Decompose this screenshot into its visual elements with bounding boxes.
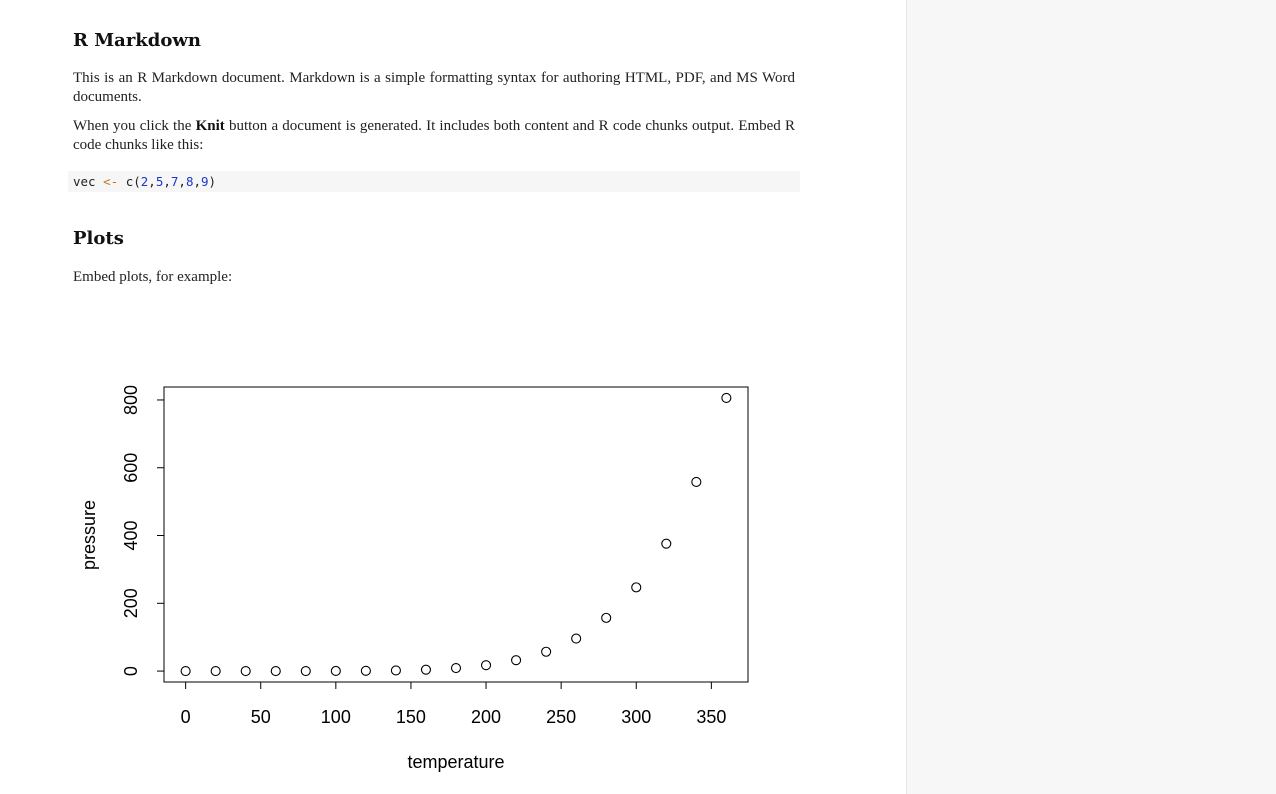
code-sep: , — [193, 174, 202, 189]
data-points — [180, 392, 732, 677]
data-point — [420, 664, 432, 675]
x-axis-label: temperature — [407, 752, 504, 772]
data-point — [661, 538, 672, 549]
y-tick-label: 800 — [121, 385, 141, 415]
data-point — [631, 582, 642, 593]
x-tick-label: 250 — [546, 707, 576, 727]
code-arg: 9 — [201, 174, 209, 189]
data-point — [210, 666, 221, 677]
code-close: ) — [208, 174, 217, 189]
code-sep: , — [178, 174, 186, 189]
data-point — [270, 666, 281, 677]
data-point — [691, 476, 702, 488]
y-axis: 0 200 400 600 800 — [121, 385, 165, 676]
heading-plots: Plots — [73, 228, 124, 249]
x-tick-label: 100 — [321, 707, 351, 727]
data-point — [360, 665, 371, 676]
code-sep: , — [163, 174, 171, 189]
data-point — [571, 633, 582, 644]
x-tick-label: 0 — [181, 707, 191, 727]
code-var: vec — [73, 174, 96, 189]
code-fn: c( — [125, 174, 141, 189]
heading-r-markdown: R Markdown — [73, 30, 201, 51]
x-tick-label: 50 — [251, 707, 271, 727]
y-tick-label: 0 — [121, 666, 141, 676]
x-tick-label: 200 — [471, 707, 501, 727]
plot-frame — [163, 386, 749, 683]
data-point — [180, 666, 191, 677]
data-point — [601, 612, 612, 623]
knit-text-after: button a document is generated. It inclu… — [73, 118, 795, 153]
y-axis-label: pressure — [79, 500, 99, 570]
x-tick-label: 350 — [696, 707, 726, 727]
code-chunk: vec <- c(2,5,7,8,9) — [68, 171, 800, 192]
y-tick-label: 400 — [121, 520, 141, 550]
pressure-scatter-plot: 0 50 100 150 200 250 300 350 0 200 400 600 800 temp… — [79, 385, 749, 772]
code-arg: 7 — [170, 174, 179, 189]
y-tick-label: 600 — [121, 453, 141, 483]
document-pane: R Markdown This is an R Markdown documen… — [68, 30, 800, 772]
y-tick-label: 200 — [121, 588, 141, 618]
data-point — [240, 666, 251, 677]
side-panel — [906, 0, 1276, 794]
data-point — [390, 665, 401, 676]
code-arg: 2 — [140, 174, 149, 189]
code-arg: 5 — [155, 174, 164, 189]
knit-text-before: When you click the — [73, 118, 196, 134]
x-tick-label: 300 — [621, 707, 651, 727]
knit-bold: Knit — [195, 118, 225, 134]
data-point — [480, 660, 492, 671]
code-arg: 8 — [185, 174, 194, 189]
code-sep: , — [148, 174, 156, 189]
data-point — [450, 663, 462, 674]
embed-plots-paragraph: Embed plots, for example: — [73, 269, 233, 285]
data-point — [511, 655, 522, 666]
knit-paragraph: When you click the Knit button a documen… — [73, 117, 795, 155]
data-point — [721, 392, 732, 403]
code-assign-op: <- — [103, 174, 119, 189]
data-point — [541, 646, 552, 657]
intro-paragraph: This is an R Markdown document. Markdown… — [73, 70, 795, 105]
data-point — [330, 665, 341, 677]
x-tick-label: 150 — [396, 707, 426, 727]
x-axis: 0 50 100 150 200 250 300 350 — [181, 681, 726, 727]
data-point — [300, 665, 311, 677]
